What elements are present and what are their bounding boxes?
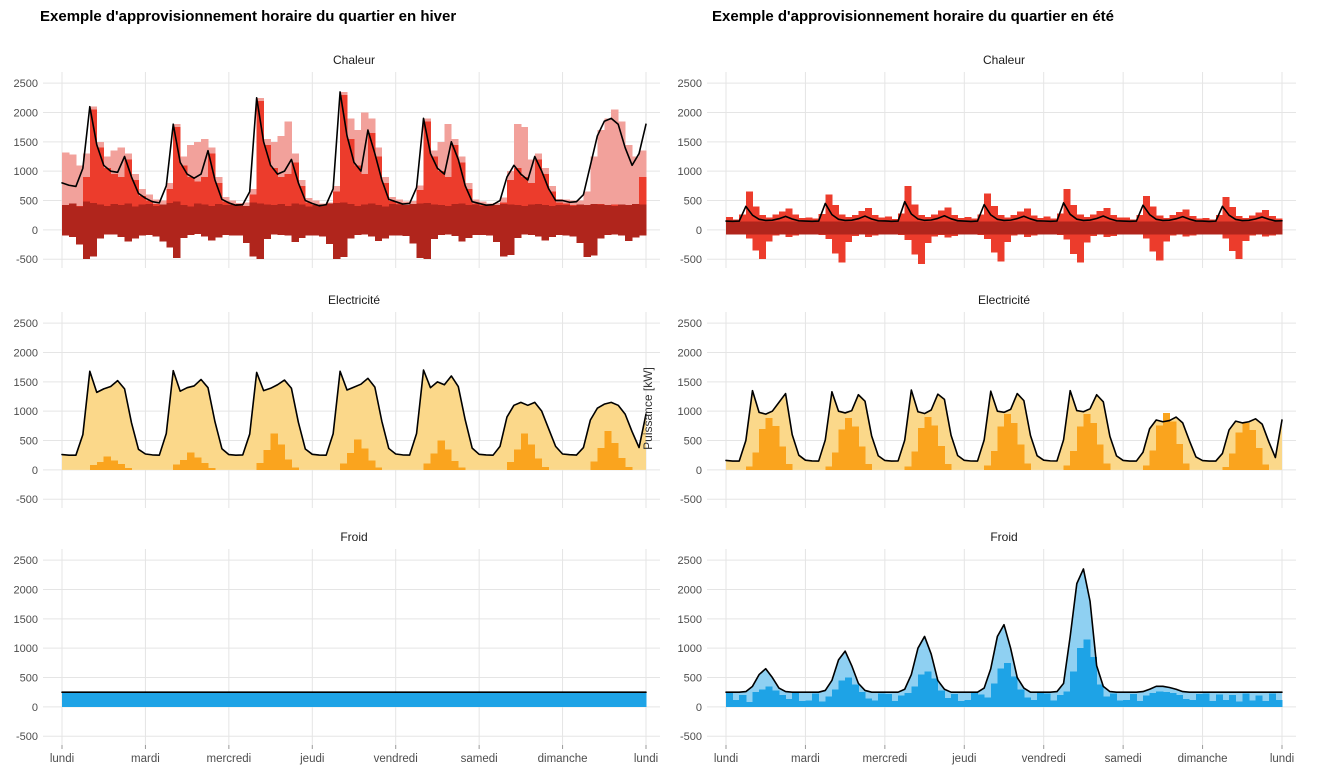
svg-text:-500: -500 (680, 494, 702, 506)
svg-text:0: 0 (32, 465, 38, 477)
svg-text:0: 0 (696, 702, 702, 714)
x-tick-label: vendredi (1022, 753, 1066, 765)
svg-text:2000: 2000 (14, 584, 38, 596)
svg-text:2500: 2500 (678, 555, 702, 567)
x-tick-label: samedi (461, 753, 498, 765)
svg-text:1000: 1000 (678, 166, 702, 178)
svg-text:1500: 1500 (678, 614, 702, 626)
panel-title-chaleur: Chaleur (333, 53, 375, 67)
svg-text:1500: 1500 (14, 377, 38, 389)
panel-title-froid: Froid (340, 530, 367, 544)
panel-0-chaleur: -500 0 500 1000 1500 2000 2500 Chaleur (14, 53, 660, 268)
panel-1-chaleur: -500 0 500 1000 1500 2000 2500 Chaleur (678, 53, 1296, 268)
svg-text:1000: 1000 (14, 406, 38, 418)
panel-title-electricité: Electricité (328, 293, 380, 307)
x-tick-label: mardi (791, 753, 820, 765)
x-tick-label: lundi (50, 753, 74, 765)
svg-text:-500: -500 (16, 731, 38, 743)
x-tick-label: mardi (131, 753, 160, 765)
x-tick-label: jeudi (951, 753, 976, 765)
svg-text:-500: -500 (680, 731, 702, 743)
x-tick-label: vendredi (374, 753, 418, 765)
panel-title-chaleur: Chaleur (983, 53, 1025, 67)
svg-text:-500: -500 (680, 254, 702, 266)
svg-text:2500: 2500 (14, 78, 38, 90)
svg-text:2500: 2500 (678, 78, 702, 90)
svg-text:2500: 2500 (14, 555, 38, 567)
x-tick-label: lundi (634, 753, 658, 765)
x-tick-label: mercredi (862, 753, 907, 765)
svg-text:-500: -500 (16, 254, 38, 266)
svg-text:0: 0 (696, 465, 702, 477)
svg-text:2500: 2500 (14, 318, 38, 330)
svg-text:500: 500 (684, 436, 702, 448)
svg-text:2000: 2000 (678, 584, 702, 596)
svg-text:2000: 2000 (14, 347, 38, 359)
panel-title-froid: Froid (990, 530, 1017, 544)
panel-0-electricité: -500 0 500 1000 1500 2000 2500 Electricité (14, 293, 660, 508)
svg-text:0: 0 (32, 225, 38, 237)
panel-1-froid: -500 0 500 1000 1500 2000 2500 Froid (678, 530, 1296, 745)
svg-text:0: 0 (32, 702, 38, 714)
panel-1-electricité: -500 0 500 1000 1500 2000 2500 Electricité (678, 293, 1296, 508)
panel-0-froid: -500 0 500 1000 1500 2000 2500 Froid (14, 530, 660, 745)
svg-text:500: 500 (20, 673, 38, 685)
svg-text:500: 500 (20, 436, 38, 448)
svg-text:1000: 1000 (678, 643, 702, 655)
svg-text:0: 0 (696, 225, 702, 237)
x-tick-label: lundi (714, 753, 738, 765)
svg-text:1500: 1500 (14, 137, 38, 149)
x-tick-label: jeudi (299, 753, 324, 765)
svg-text:500: 500 (684, 196, 702, 208)
svg-text:2000: 2000 (14, 107, 38, 119)
svg-text:-500: -500 (16, 494, 38, 506)
svg-text:2000: 2000 (678, 107, 702, 119)
svg-text:1000: 1000 (678, 406, 702, 418)
panel-title-electricité: Electricité (978, 293, 1030, 307)
svg-text:1000: 1000 (14, 166, 38, 178)
x-tick-label: mercredi (206, 753, 251, 765)
x-tick-label: dimanche (1178, 753, 1228, 765)
svg-text:2500: 2500 (678, 318, 702, 330)
svg-text:500: 500 (20, 196, 38, 208)
svg-text:1500: 1500 (678, 137, 702, 149)
svg-text:1500: 1500 (678, 377, 702, 389)
x-tick-label: lundi (1270, 753, 1294, 765)
svg-text:500: 500 (684, 673, 702, 685)
chart-title-hiver: Exemple d'approvisionnement horaire du q… (40, 8, 457, 25)
chart-title-ete: Exemple d'approvisionnement horaire du q… (712, 8, 1114, 25)
svg-text:1500: 1500 (14, 614, 38, 626)
svg-text:1000: 1000 (14, 643, 38, 655)
y-axis-label: Puissance [kW] (641, 367, 655, 450)
x-tick-label: samedi (1105, 753, 1142, 765)
x-tick-label: dimanche (538, 753, 588, 765)
svg-text:2000: 2000 (678, 347, 702, 359)
